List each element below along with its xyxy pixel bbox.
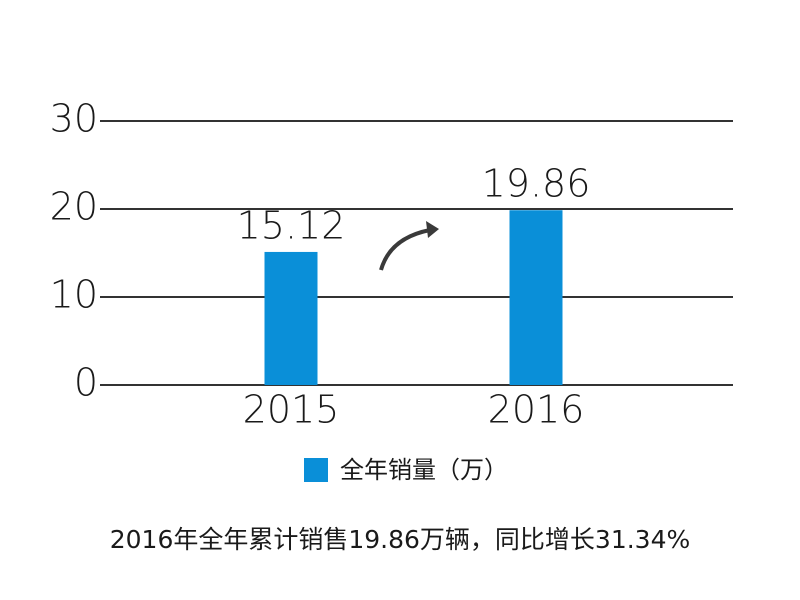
value-label: 19.86	[482, 162, 591, 206]
legend-label: 全年销量（万）	[340, 456, 508, 484]
bar	[264, 251, 318, 385]
y-tick-label: 30	[50, 97, 98, 141]
caption: 2016年全年累计销售19.86万辆，同比增长31.34%	[110, 525, 691, 554]
x-tick-label: 2015	[243, 388, 340, 432]
y-tick-label: 10	[50, 273, 98, 317]
x-tick-label: 2016	[488, 388, 585, 432]
y-tick-label: 0	[74, 361, 98, 405]
legend-swatch	[304, 458, 328, 482]
trend-arrow-head	[426, 221, 439, 238]
value-label: 15.12	[237, 203, 346, 247]
trend-arrow	[379, 228, 431, 271]
y-tick-label: 20	[50, 185, 98, 229]
bar	[509, 210, 563, 385]
